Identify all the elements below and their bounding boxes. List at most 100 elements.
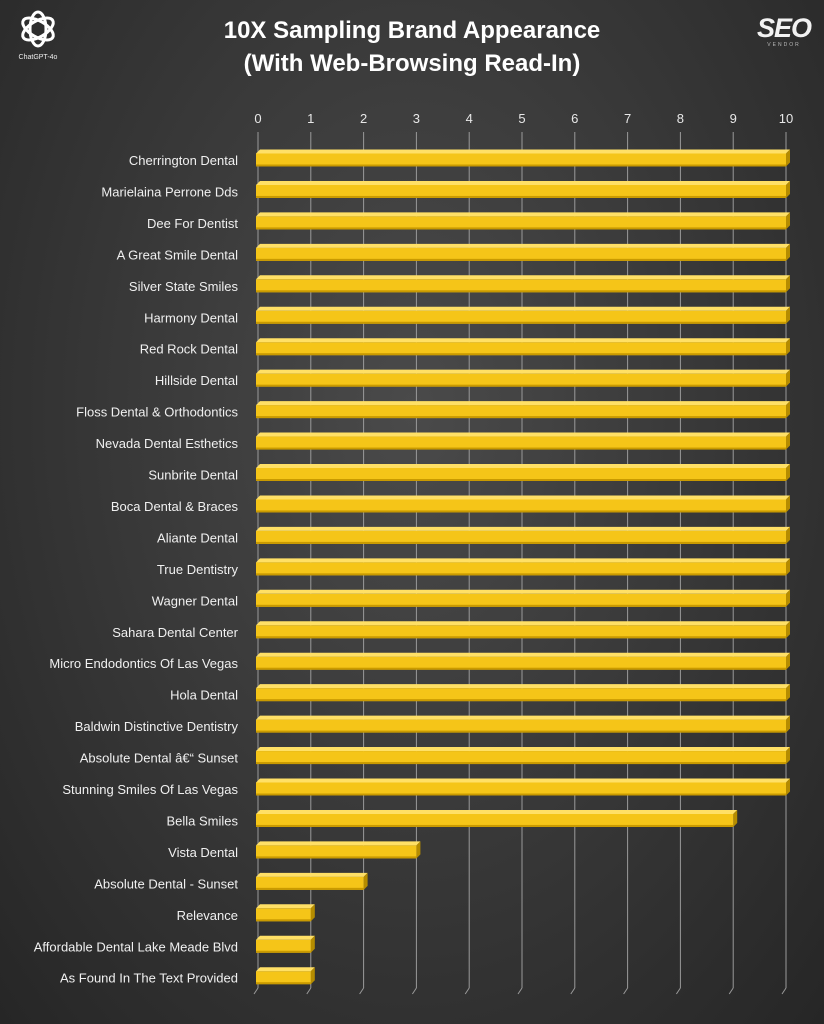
bar-face (256, 184, 786, 198)
bar-side (416, 841, 421, 859)
seo-logo-text: SEO (756, 13, 812, 43)
bar-side (310, 967, 315, 985)
bar-shade (256, 573, 786, 576)
bar (256, 778, 790, 796)
bar-side (786, 684, 790, 702)
bar-side (786, 338, 790, 356)
bar-side (786, 464, 790, 481)
bar-side (786, 652, 790, 670)
bar-face (256, 656, 786, 670)
bar-top (256, 464, 790, 468)
category-label: Aliante Dental (157, 530, 238, 545)
bar-shade (256, 195, 786, 198)
bar-shade (256, 824, 734, 827)
bar-top (256, 652, 790, 657)
bar-top (256, 495, 790, 500)
category-label: As Found In The Text Provided (60, 971, 238, 986)
bar-top (256, 904, 315, 909)
bar-face (256, 216, 786, 230)
bar-shade (256, 353, 786, 356)
bar-top (256, 621, 790, 626)
bar (256, 652, 790, 670)
category-label: A Great Smile Dental (117, 247, 238, 262)
bar-side (786, 621, 790, 639)
bar-face (256, 310, 786, 324)
chatgpt-logo: ChatGPT-4o (10, 6, 66, 61)
bar-top (256, 872, 368, 877)
bar (256, 684, 790, 702)
chatgpt-caption: ChatGPT-4o (18, 54, 58, 61)
bar-face (256, 468, 786, 481)
x-tick-label: 0 (254, 111, 261, 126)
bar (256, 747, 790, 765)
category-label: Micro Endodontics Of Las Vegas (49, 656, 238, 671)
category-label: Vista Dental (168, 845, 238, 860)
bar-face (256, 530, 786, 544)
category-label: Absolute Dental â€“ Sunset (80, 751, 239, 766)
bar-shade (256, 164, 786, 167)
bar-side (786, 180, 790, 198)
bar-top (256, 526, 790, 531)
bar-side (786, 589, 790, 607)
bar-side (733, 809, 738, 827)
bar-side (786, 747, 790, 765)
bar (256, 180, 790, 198)
bar-shade (256, 982, 311, 985)
category-label: Hola Dental (170, 688, 238, 703)
bar-top (256, 369, 790, 374)
bar-face (256, 342, 786, 356)
bar-shade (256, 667, 786, 670)
gridline-foot (728, 987, 734, 995)
bar-face (256, 593, 786, 607)
category-label: True Dentistry (157, 562, 239, 577)
bar-face (256, 971, 311, 985)
category-labels: Cherrington Dental Marielaina Perrone Dds… (34, 153, 239, 986)
x-tick-label: 10 (779, 111, 793, 126)
bar (256, 306, 790, 324)
bar-face (256, 279, 786, 293)
chart-title-line-1: 10X Sampling Brand Appearance (223, 17, 601, 44)
gridline-foot (359, 987, 365, 995)
category-label: Nevada Dental Esthetics (96, 436, 239, 451)
bar-side (786, 275, 790, 293)
bar-shade (256, 227, 786, 230)
bar-top (256, 935, 315, 940)
category-label: Affordable Dental Lake Meade Blvd (34, 939, 238, 954)
chart-title-line-2: (With Web-Browsing Read-In) (243, 50, 581, 77)
bar-top (256, 306, 790, 311)
bar-shade (256, 321, 786, 324)
bar-shade (256, 636, 786, 639)
bar-top (256, 212, 790, 217)
x-tick-label: 5 (518, 111, 525, 126)
bar-shade (256, 699, 786, 702)
bar (256, 401, 790, 419)
gridline-foot (411, 987, 417, 995)
x-tick-label: 6 (571, 111, 578, 126)
bar-top (256, 809, 738, 814)
bar-side (786, 526, 790, 544)
x-tick-label: 7 (624, 111, 631, 126)
bar-shade (256, 762, 786, 765)
bar-face (256, 247, 786, 261)
bar-top (256, 747, 790, 752)
bar-side (786, 212, 790, 230)
bar-shade (256, 887, 364, 890)
bar-face (256, 405, 786, 419)
bar (256, 841, 421, 859)
bar-shade (256, 856, 417, 859)
bar-side (310, 935, 315, 953)
category-label: Stunning Smiles Of Las Vegas (62, 782, 238, 797)
bar-top (256, 778, 790, 783)
category-label: Marielaina Perrone Dds (101, 184, 238, 199)
bar-top (256, 338, 790, 343)
gridline-foot (253, 987, 259, 995)
bar (256, 872, 368, 890)
x-tick-label: 1 (307, 111, 314, 126)
bar-face (256, 813, 734, 827)
seo-logo-subtext: VENDOR (767, 42, 801, 48)
bar (256, 495, 790, 513)
bar-shade (256, 510, 786, 513)
bar-face (256, 562, 786, 576)
bar-side (786, 495, 790, 513)
